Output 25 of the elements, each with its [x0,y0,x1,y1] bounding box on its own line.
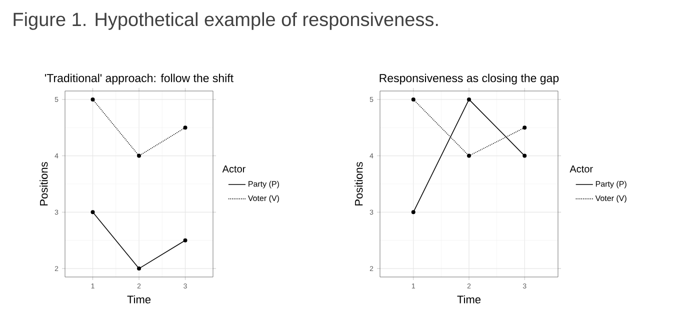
point [467,154,471,158]
point [411,97,416,102]
point [137,154,142,158]
point [90,210,95,214]
point [90,97,95,102]
chart-title: Responsiveness as closing the gap [380,74,559,84]
y-axis-title: Positions [40,162,48,206]
x-axis-title: Time [457,295,481,304]
y-axis-title: Positions [354,162,363,206]
point [183,126,188,130]
x-axis-title: Time [127,295,151,304]
caption: Figure 1. Hypothetical example of responsiveness. [14,12,438,30]
point [411,210,416,214]
point [522,154,527,158]
point [522,126,527,130]
legend-label: Party (P) [248,180,279,188]
chart-title: 'Traditional' approach: follow the shift [45,74,234,84]
point [467,97,471,102]
point [137,266,142,271]
legend-label: Voter (V) [595,195,626,203]
legend-title: Actor [570,166,593,172]
legend-label: Party (P) [596,180,626,188]
legend-title: Actor [222,166,246,172]
point [183,238,188,242]
legend-label: Voter (V) [248,195,279,203]
